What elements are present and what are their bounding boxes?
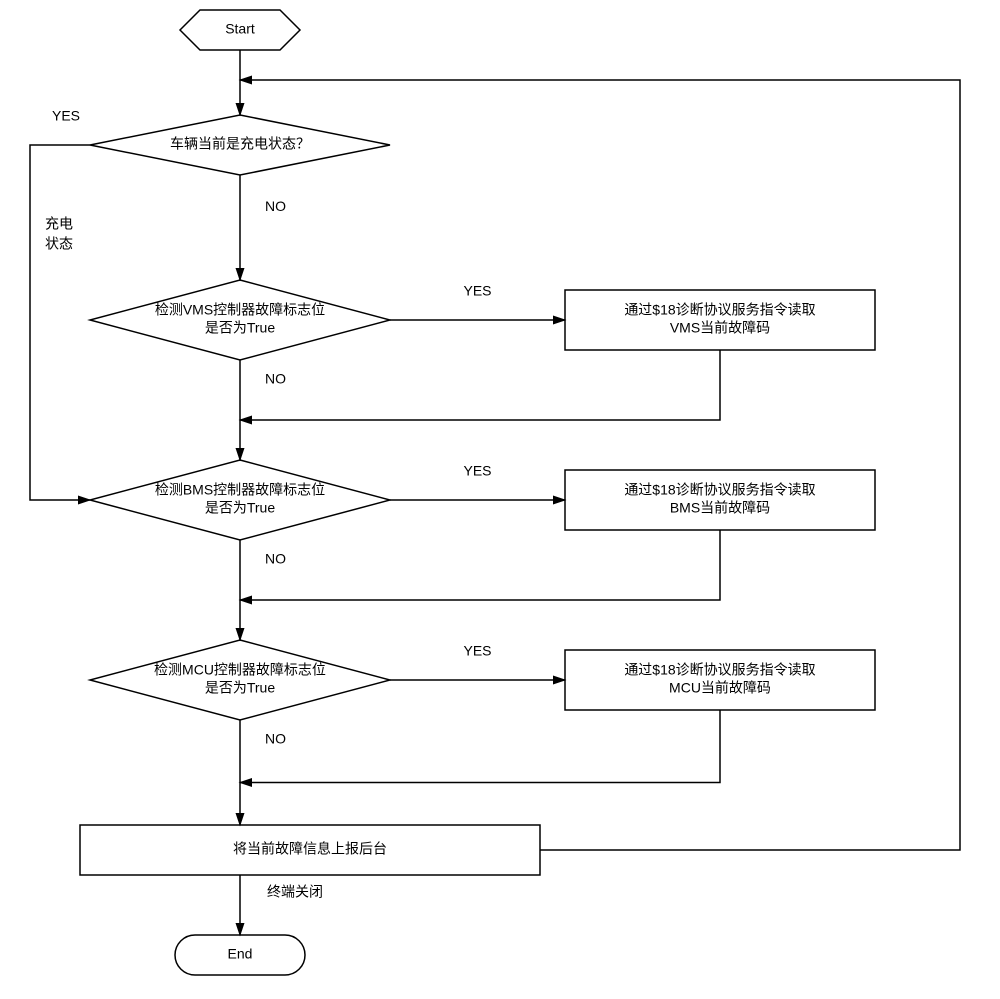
- svg-text:终端关闭: 终端关闭: [267, 884, 323, 900]
- svg-text:充电: 充电: [45, 216, 73, 232]
- svg-text:YES: YES: [463, 283, 491, 299]
- svg-text:检测MCU控制器故障标志位: 检测MCU控制器故障标志位: [154, 662, 326, 678]
- svg-text:MCU当前故障码: MCU当前故障码: [669, 680, 771, 696]
- svg-text:BMS当前故障码: BMS当前故障码: [670, 500, 770, 516]
- svg-text:车辆当前是充电状态？: 车辆当前是充电状态？: [170, 136, 310, 152]
- svg-text:通过$18诊断协议服务指令读取: 通过$18诊断协议服务指令读取: [624, 302, 815, 318]
- svg-text:是否为True: 是否为True: [205, 500, 275, 516]
- svg-text:将当前故障信息上报后台: 将当前故障信息上报后台: [233, 841, 387, 857]
- svg-text:是否为True: 是否为True: [205, 320, 275, 336]
- svg-text:状态: 状态: [45, 236, 73, 252]
- svg-text:End: End: [228, 946, 253, 962]
- svg-text:YES: YES: [463, 463, 491, 479]
- svg-text:NO: NO: [265, 551, 286, 567]
- svg-text:检测BMS控制器故障标志位: 检测BMS控制器故障标志位: [155, 482, 325, 498]
- svg-text:NO: NO: [265, 198, 286, 214]
- svg-text:YES: YES: [52, 108, 80, 124]
- svg-text:NO: NO: [265, 731, 286, 747]
- svg-text:NO: NO: [265, 371, 286, 387]
- svg-text:是否为True: 是否为True: [205, 680, 275, 696]
- svg-text:Start: Start: [225, 21, 255, 37]
- svg-text:VMS当前故障码: VMS当前故障码: [670, 320, 770, 336]
- svg-text:通过$18诊断协议服务指令读取: 通过$18诊断协议服务指令读取: [624, 662, 815, 678]
- svg-text:检测VMS控制器故障标志位: 检测VMS控制器故障标志位: [155, 302, 325, 318]
- svg-text:通过$18诊断协议服务指令读取: 通过$18诊断协议服务指令读取: [624, 482, 815, 498]
- svg-text:YES: YES: [463, 643, 491, 659]
